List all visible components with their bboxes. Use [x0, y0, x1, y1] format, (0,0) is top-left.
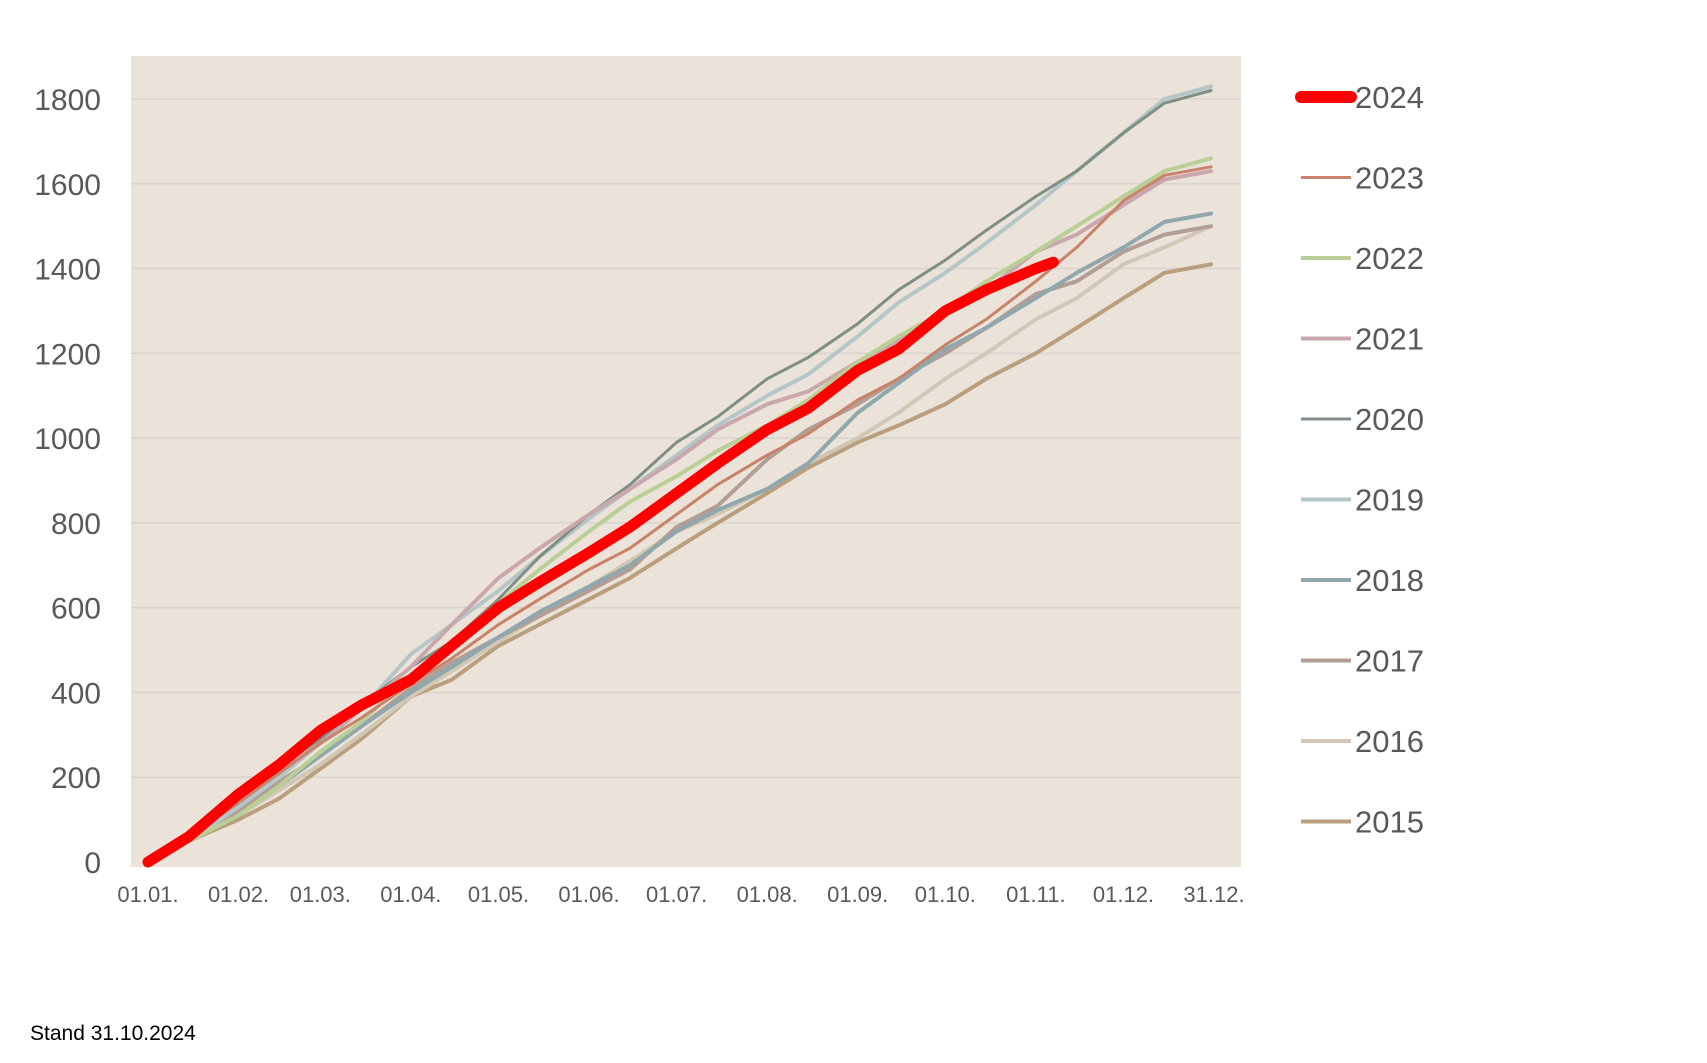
y-tick-label: 1200: [34, 338, 101, 371]
legend-label-2024: 2024: [1355, 80, 1424, 115]
legend-label-2016: 2016: [1355, 724, 1424, 759]
footnote: Stand 31.10.2024: [30, 1022, 196, 1045]
x-tick-label: 01.03.: [290, 882, 351, 907]
x-tick-label: 01.10.: [915, 882, 976, 907]
legend-label-2021: 2021: [1355, 322, 1424, 357]
x-tick-label: 01.12.: [1093, 882, 1154, 907]
x-tick-label: 01.09.: [827, 882, 888, 907]
series-line-2023: [146, 165, 1213, 864]
legend-label-2017: 2017: [1355, 644, 1424, 679]
x-tick-label: 01.07.: [646, 882, 707, 907]
x-tick-label: 01.08.: [737, 882, 798, 907]
x-tick-label: 01.01.: [117, 882, 178, 907]
y-tick-label: 1000: [34, 423, 101, 456]
x-axis-ticks: 01.01. 01.02. 01.03. 01.04. 01.05. 01.06. 01.0…: [117, 882, 1244, 907]
series-line-2020: [146, 89, 1213, 864]
series-line-2024: [142, 256, 1059, 868]
x-tick-label: 01.02.: [208, 882, 269, 907]
y-tick-label: 1600: [34, 169, 101, 202]
y-axis-ticks: 0 200 400 600 800 1000 1200 1400 1600 1800: [34, 84, 101, 880]
y-tick-label: 200: [51, 762, 101, 795]
legend-label-2020: 2020: [1355, 402, 1424, 437]
x-tick-label: 01.06.: [558, 882, 619, 907]
legend-label-2019: 2019: [1355, 483, 1424, 518]
legend: 2024 2023 2022 2021 2020 2019 2018 2017 2016 2015: [1295, 80, 1424, 840]
x-tick-label: 01.11.: [1006, 882, 1066, 907]
legend-label-2018: 2018: [1355, 563, 1424, 598]
series-lines: [142, 84, 1214, 868]
y-tick-label: 0: [84, 847, 101, 880]
x-tick-label: 01.04.: [380, 882, 441, 907]
legend-label-2023: 2023: [1355, 161, 1424, 196]
y-tick-label: 400: [51, 677, 101, 710]
series-line-2015: [146, 262, 1214, 864]
y-tick-label: 800: [51, 508, 101, 541]
gridlines: [131, 98, 1241, 778]
y-tick-label: 1400: [34, 254, 101, 287]
legend-label-2015: 2015: [1355, 805, 1424, 840]
x-tick-label: 01.05.: [468, 882, 529, 907]
series-line-2018: [146, 211, 1214, 864]
x-tick-label: 31.12.: [1183, 882, 1244, 907]
series-line-2022: [146, 156, 1214, 864]
legend-label-2022: 2022: [1355, 241, 1424, 276]
y-tick-label: 600: [51, 593, 101, 626]
y-tick-label: 1800: [34, 84, 101, 117]
